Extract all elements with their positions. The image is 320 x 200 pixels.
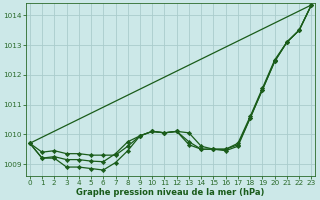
X-axis label: Graphe pression niveau de la mer (hPa): Graphe pression niveau de la mer (hPa) [76,188,265,197]
